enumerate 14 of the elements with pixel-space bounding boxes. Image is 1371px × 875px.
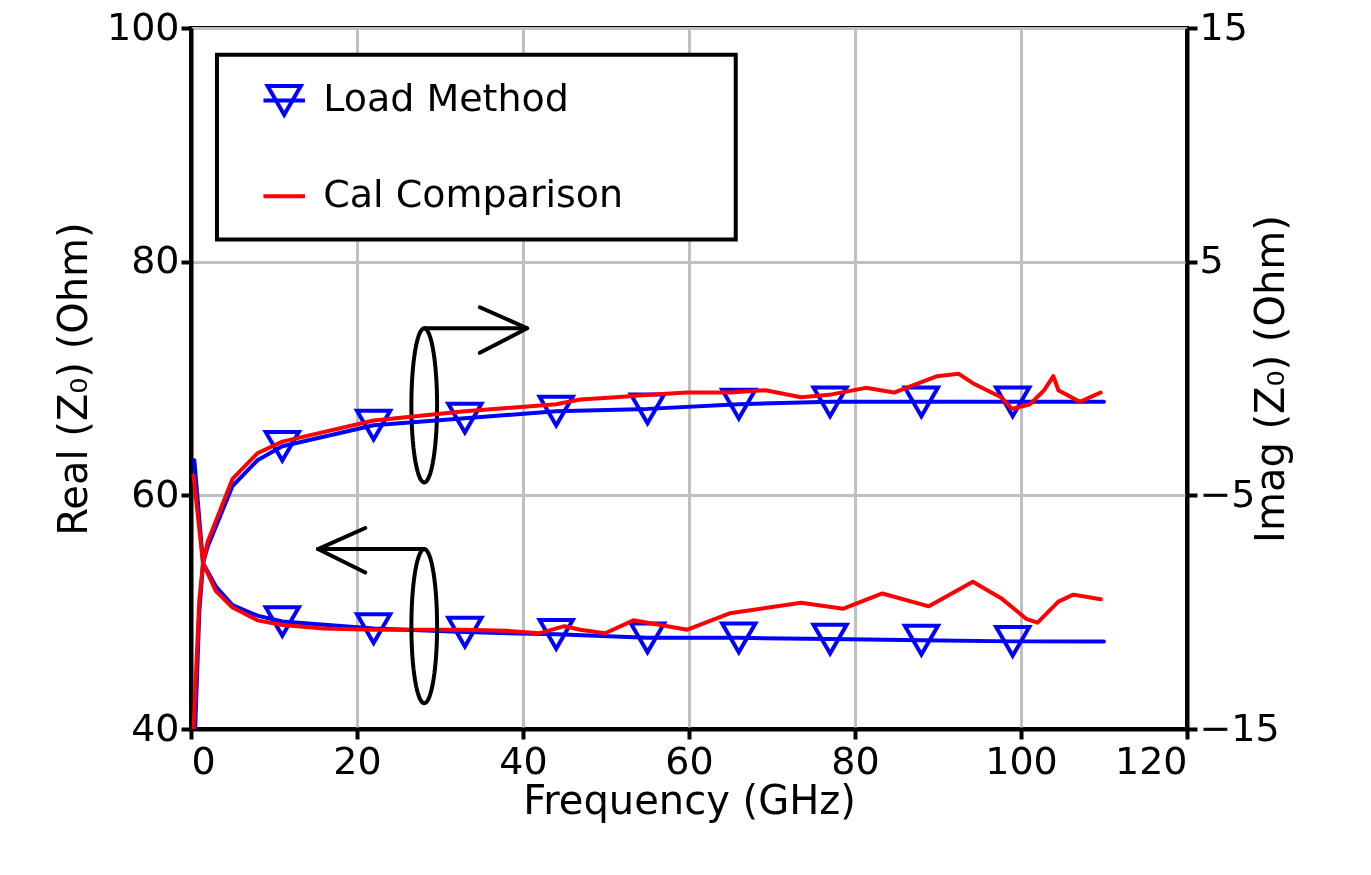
y2-tick-label: 5 <box>1199 238 1224 283</box>
x-tick-label: 100 <box>985 738 1058 783</box>
y-tick-label: 80 <box>131 238 180 283</box>
y-tick-label: 60 <box>131 471 180 516</box>
legend-label: Load Method <box>323 76 569 121</box>
legend-label: Cal Comparison <box>323 172 624 217</box>
y-tick-label: 100 <box>106 4 180 49</box>
y-axis-title: Real (Z₀) (Ohm) <box>49 222 96 536</box>
y2-tick-label: 15 <box>1199 4 1248 49</box>
y-tick-label: 40 <box>131 705 180 750</box>
x-tick-label: 0 <box>191 738 216 783</box>
x-tick-label: 120 <box>1114 738 1188 783</box>
y2-tick-label: −15 <box>1199 705 1280 750</box>
x-tick-label: 20 <box>333 738 382 783</box>
